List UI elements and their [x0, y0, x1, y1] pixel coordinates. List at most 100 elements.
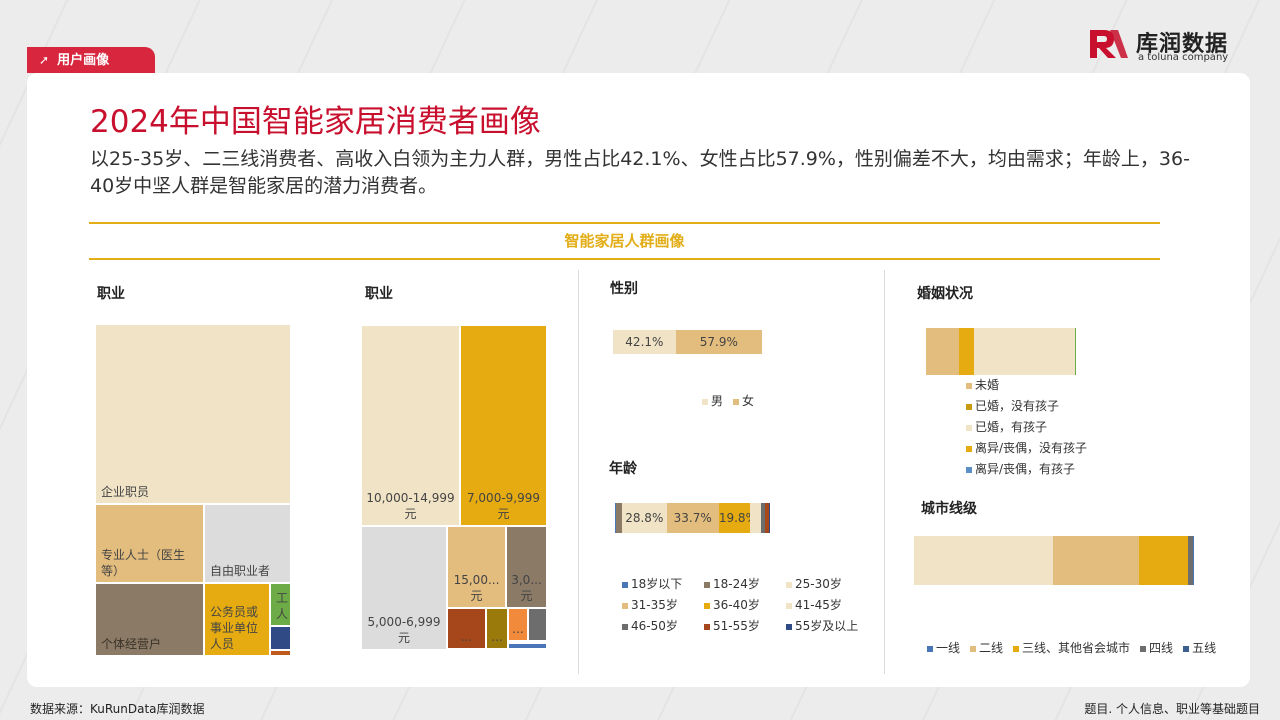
legend-swatch	[786, 581, 792, 588]
income-treemap-cell: 5,000-6,999元	[361, 526, 447, 650]
legend-label: 未婚	[975, 378, 1000, 392]
city-tier-segment	[1188, 536, 1193, 585]
divider-2	[884, 270, 885, 674]
legend-label: 18岁以下	[631, 577, 683, 591]
age-segment	[769, 503, 770, 533]
marital-segment	[959, 328, 974, 375]
legend-label: 离异/丧偶，有孩子	[975, 462, 1076, 476]
legend-label: 男	[711, 394, 724, 408]
age-chart-title: 年龄	[609, 461, 637, 477]
income-treemap-cell: ...	[508, 608, 528, 641]
city-tier-legend-item: 三线、其他省会城市	[1013, 639, 1130, 656]
marital-segment	[926, 328, 959, 375]
age-segment: 28.8%	[621, 503, 667, 533]
city-tier-segment	[1138, 536, 1189, 585]
age-legend-item: 41-45岁	[786, 595, 868, 616]
legend-swatch	[1183, 645, 1190, 652]
age-legend-item: 18岁以下	[622, 574, 704, 595]
age-legend-item: 31-35岁	[622, 595, 704, 616]
city-tier-legend: 一线 二线 三线、其他省会城市 四线 五线	[927, 639, 1226, 656]
age-segment: 19.8%	[718, 503, 750, 533]
legend-label: 41-45岁	[795, 598, 842, 612]
income-treemap-cell: 15,00...元	[447, 526, 506, 608]
age-segment	[765, 503, 770, 533]
marital-legend-item: 离异/丧偶，有孩子	[966, 459, 1087, 480]
divider-1	[578, 270, 579, 674]
income-treemap-cell: ...	[486, 608, 508, 649]
footnote: 题目. 个人信息、职业等基础题目	[1084, 702, 1260, 716]
legend-label: 55岁及以上	[795, 619, 859, 633]
legend-label: 四线	[1149, 641, 1174, 655]
marital-segment	[974, 328, 1075, 375]
income-chart-title: 职业	[365, 286, 393, 302]
city-tier-legend-item: 一线	[927, 639, 960, 656]
age-legend-item: 36-40岁	[704, 595, 786, 616]
brand-logo: 库润数据 a toluna company	[1088, 26, 1238, 66]
gender-legend: 男女	[702, 392, 764, 409]
legend-swatch	[622, 602, 628, 609]
income-treemap-cell: ...	[447, 608, 486, 649]
treemap-cell-label: ...	[512, 622, 524, 636]
legend-swatch	[702, 398, 708, 405]
legend-swatch	[966, 424, 972, 431]
age-legend-item: 46-50岁	[622, 616, 704, 637]
arrow-icon: ➚	[39, 53, 50, 67]
treemap-cell-label: 工人	[276, 591, 289, 621]
gender-segment: 42.1%	[613, 330, 676, 354]
age-segment	[749, 503, 762, 533]
legend-swatch	[966, 466, 972, 473]
legend-swatch	[1140, 645, 1147, 652]
gender-chart-title: 性别	[610, 281, 638, 297]
legend-label: 已婚，没有孩子	[975, 399, 1060, 413]
age-segment: 33.7%	[666, 503, 719, 533]
treemap-cell-label: ...	[491, 630, 503, 644]
city-tier-segment	[914, 536, 1053, 585]
occupation-treemap-cell: 专业人士（医生等）	[95, 504, 204, 583]
legend-swatch	[622, 581, 628, 588]
data-source: 数据来源：KuRunData库润数据	[30, 702, 205, 716]
marital-chart-title: 婚姻状况	[917, 286, 973, 302]
legend-swatch	[970, 645, 977, 652]
legend-swatch	[966, 382, 972, 389]
legend-swatch	[786, 623, 792, 630]
income-treemap-cell: 7,000-9,999元	[460, 325, 547, 526]
legend-swatch	[704, 602, 710, 609]
age-segment	[615, 503, 622, 533]
marital-legend-item: 离异/丧偶，没有孩子	[966, 438, 1087, 459]
page-title: 2024年中国智能家居消费者画像	[90, 104, 541, 140]
gender-segment: 57.9%	[675, 330, 762, 354]
legend-label: 51-55岁	[713, 619, 760, 633]
legend-label: 五线	[1192, 641, 1217, 655]
treemap-cell-label: 5,000-6,999元	[367, 615, 441, 645]
occupation-treemap-cell: 公务员或事业单位人员	[204, 583, 270, 656]
legend-label: 36-40岁	[713, 598, 760, 612]
marital-bar	[926, 328, 1076, 375]
treemap-cell-label: ...	[460, 630, 473, 644]
section-band-title: 智能家居人群画像	[564, 232, 685, 250]
city-tier-legend-item: 五线	[1183, 639, 1216, 656]
occupation-treemap-cell: 企业职员	[95, 324, 291, 504]
marital-legend-item: 已婚，没有孩子	[966, 396, 1087, 417]
age-legend-item: 25-30岁	[786, 574, 868, 595]
marital-segment	[1074, 328, 1076, 375]
legend-label: 18-24岁	[713, 577, 760, 591]
legend-label: 已婚，有孩子	[975, 420, 1048, 434]
age-legend: 18岁以下 18-24岁 25-30岁 31-35岁 36-40岁 41-45岁 46-50…	[622, 574, 872, 637]
section-tag: ➚ 用户画像	[27, 47, 155, 73]
legend-swatch	[1013, 645, 1020, 652]
treemap-cell-label: 专业人士（医生等）	[101, 548, 186, 578]
age-segment	[761, 503, 766, 533]
city-tier-legend-item: 四线	[1140, 639, 1173, 656]
legend-label: 25-30岁	[795, 577, 842, 591]
legend-label: 三线、其他省会城市	[1022, 641, 1131, 655]
occupation-treemap-cell	[270, 626, 291, 650]
logo-subtitle: a toluna company	[1138, 52, 1229, 63]
age-legend-item: 51-55岁	[704, 616, 786, 637]
treemap-cell-label: 3,0...元	[511, 573, 542, 603]
gender-legend-item: 女	[733, 392, 754, 409]
treemap-cell-label: 7,000-9,999元	[466, 491, 541, 521]
treemap-cell-label: 个体经营户	[101, 637, 162, 651]
gender-bar: 42.1% 57.9%	[613, 330, 762, 354]
occupation-treemap-cell	[270, 650, 291, 656]
section-tag-label: 用户画像	[57, 53, 110, 68]
